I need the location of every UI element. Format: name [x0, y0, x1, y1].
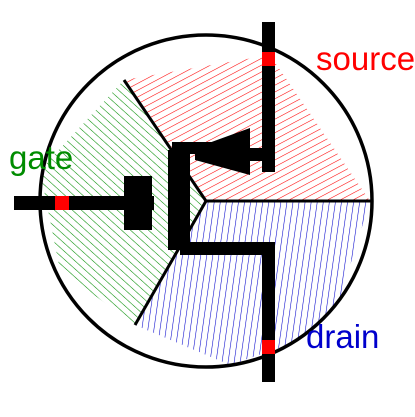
channel-bar	[168, 142, 222, 250]
source-label: source	[316, 40, 415, 77]
gate-lead	[14, 176, 154, 230]
source-terminal-marker	[262, 52, 275, 66]
gate-terminal-marker	[55, 196, 69, 210]
drain-terminal-marker	[262, 340, 275, 354]
sector-dividers	[122, 79, 372, 326]
gate-label: gate	[9, 139, 74, 176]
drain-label: drain	[306, 318, 380, 355]
